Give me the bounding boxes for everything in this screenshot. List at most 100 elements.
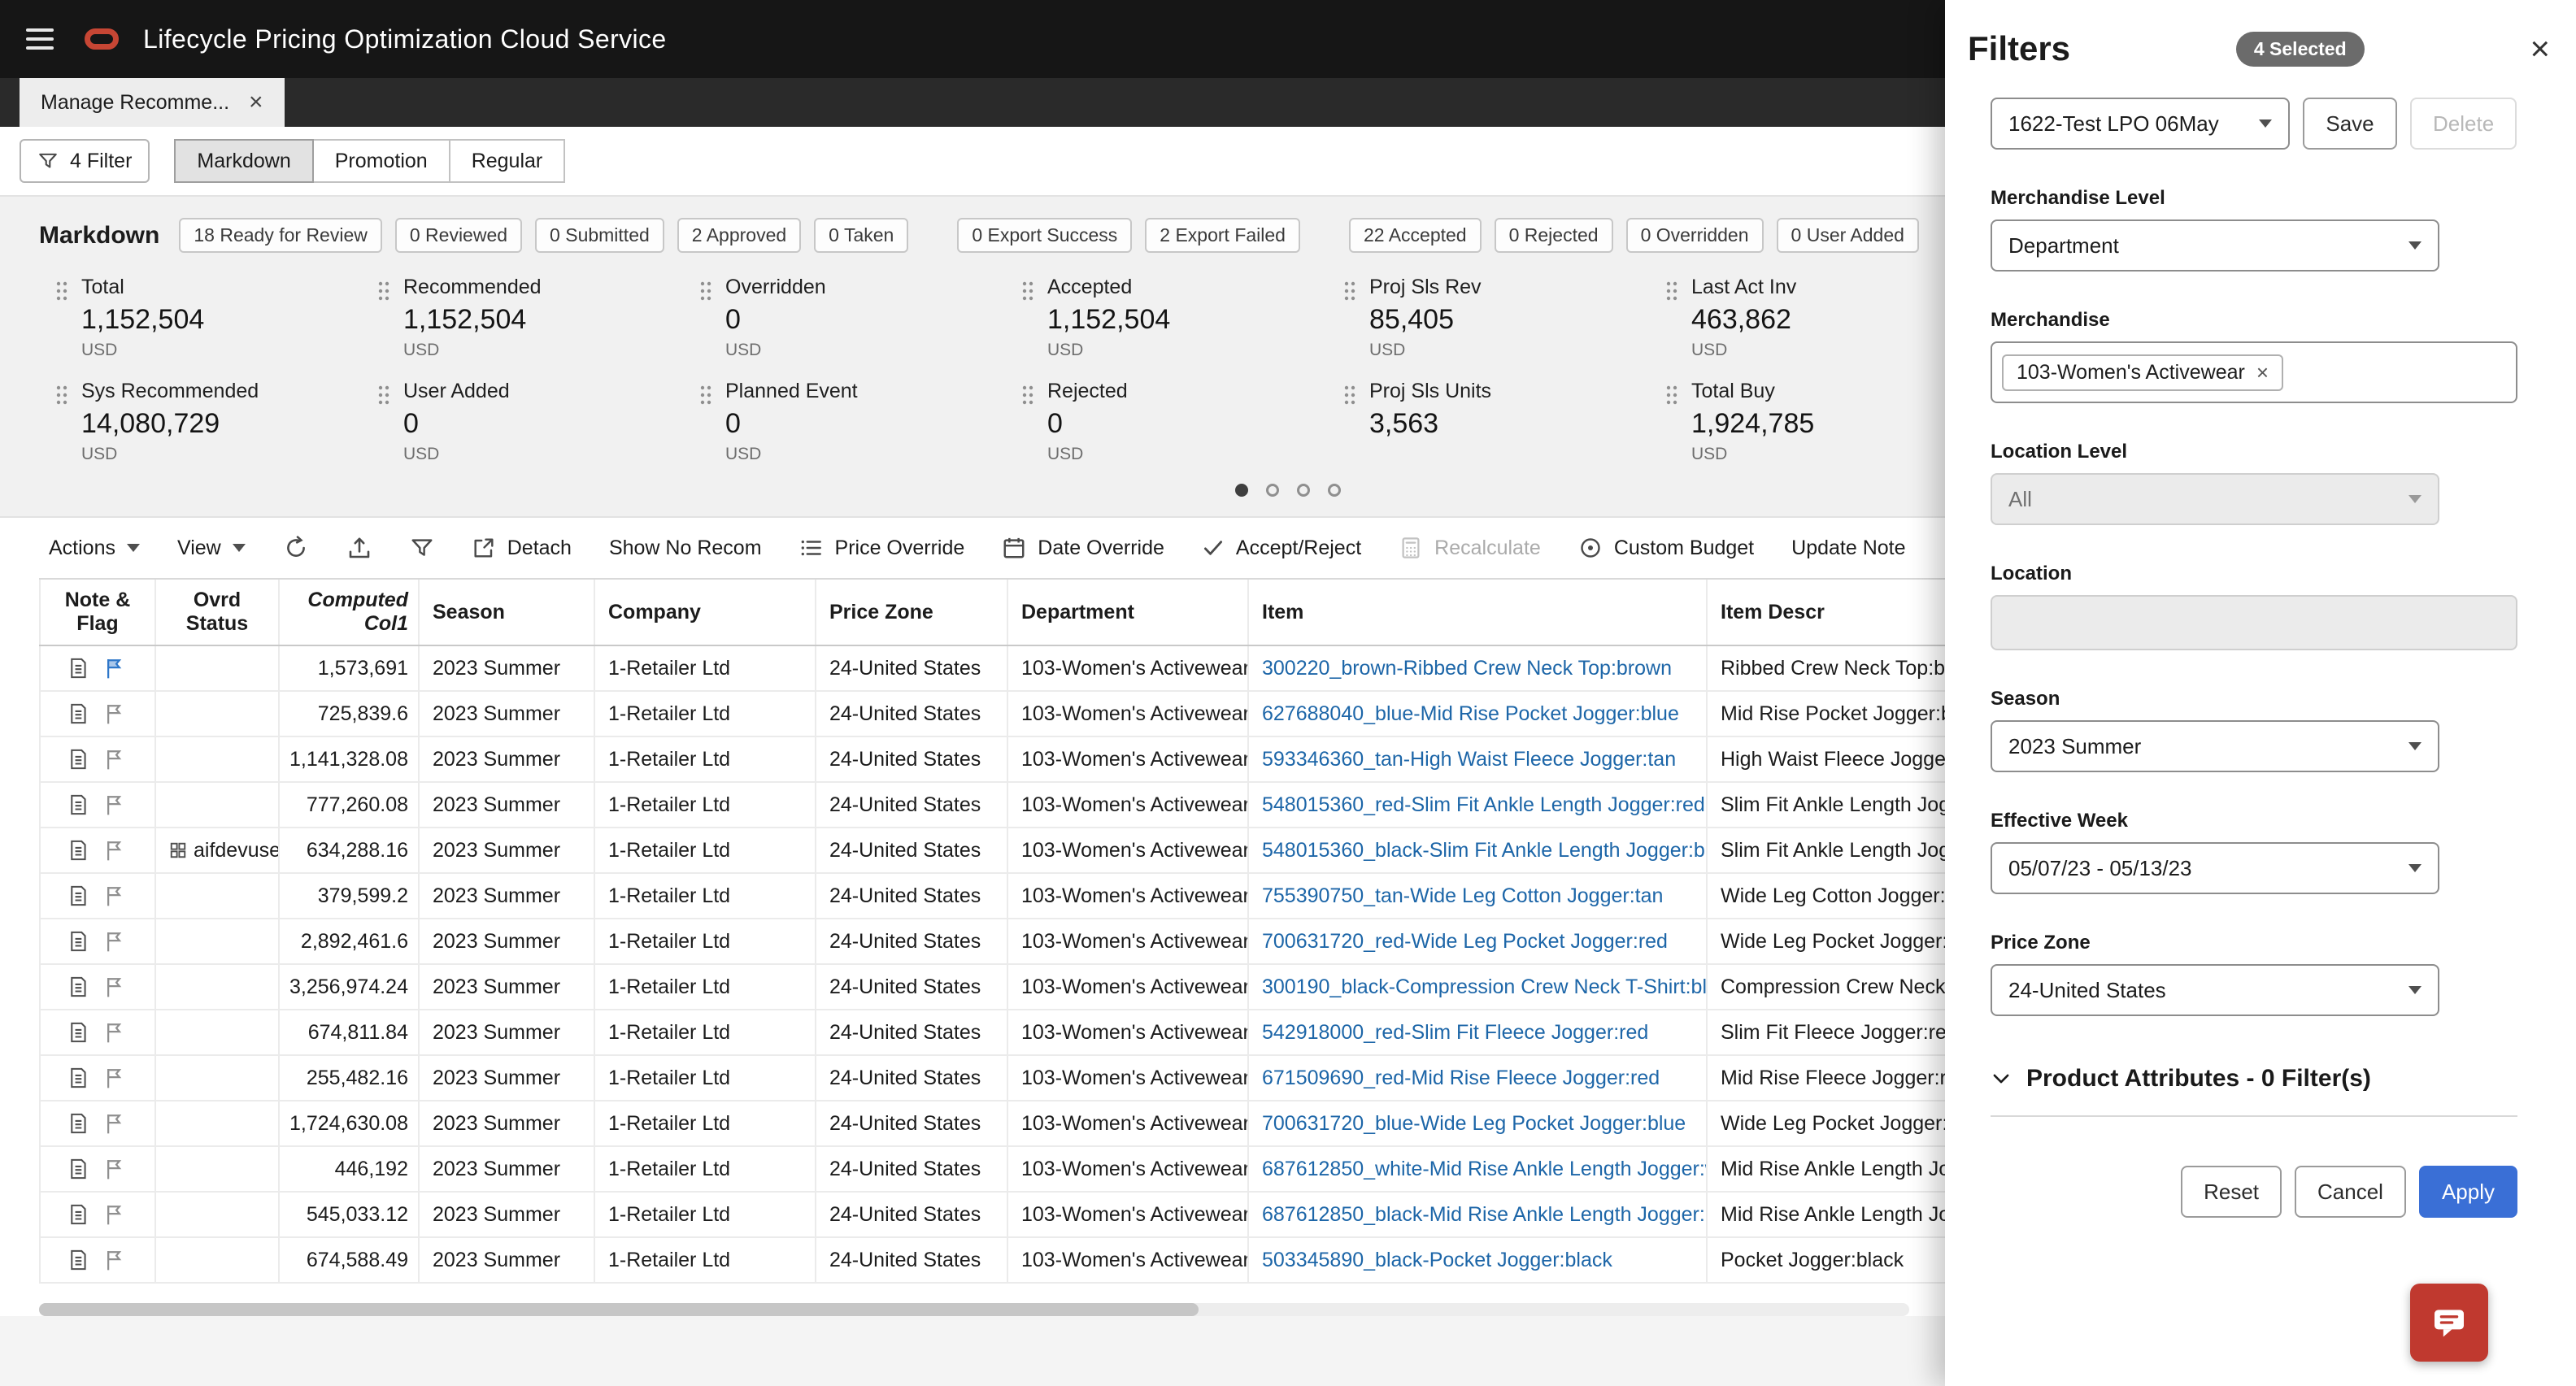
table-row[interactable]: 1,141,328.08 2023 Summer 1-Retailer Ltd … <box>39 737 2033 783</box>
item-link[interactable]: 755390750_tan-Wide Leg Cotton Jogger:tan <box>1262 884 1664 907</box>
item-link[interactable]: 300220_brown-Ribbed Crew Neck Top:brown <box>1262 656 1672 680</box>
table-row[interactable]: 379,599.2 2023 Summer 1-Retailer Ltd 24-… <box>39 874 2033 919</box>
effective-week-select[interactable]: 05/07/23 - 05/13/23 <box>1991 842 2439 894</box>
note-icon[interactable] <box>68 975 88 998</box>
product-attributes-toggle[interactable]: Product Attributes - 0 Filter(s) <box>1991 1065 2371 1093</box>
status-chip[interactable]: 0 User Added <box>1776 218 1919 253</box>
accept-reject-button[interactable]: Accept/Reject <box>1202 537 1361 560</box>
column-header-department[interactable]: Department <box>1008 580 1249 645</box>
status-chip[interactable]: 0 Taken <box>814 218 909 253</box>
flag-icon[interactable] <box>104 1021 124 1044</box>
note-icon[interactable] <box>68 1021 88 1044</box>
table-row[interactable]: 674,588.49 2023 Summer 1-Retailer Ltd 24… <box>39 1238 2033 1284</box>
table-row[interactable]: 1,573,691 2023 Summer 1-Retailer Ltd 24-… <box>39 646 2033 692</box>
item-link[interactable]: 700631720_red-Wide Leg Pocket Jogger:red <box>1262 929 1668 953</box>
note-icon[interactable] <box>68 839 88 862</box>
drag-handle-icon[interactable] <box>1021 279 1034 309</box>
table-row[interactable]: aifdevuser 634,288.16 2023 Summer 1-Reta… <box>39 828 2033 874</box>
merchandise-level-select[interactable]: Department <box>1991 219 2439 272</box>
save-filter-button[interactable]: Save <box>2303 98 2397 150</box>
export-button[interactable] <box>346 535 372 561</box>
drag-handle-icon[interactable] <box>699 383 712 413</box>
flag-icon[interactable] <box>104 748 124 771</box>
table-row[interactable]: 725,839.6 2023 Summer 1-Retailer Ltd 24-… <box>39 692 2033 737</box>
column-header-company[interactable]: Company <box>595 580 816 645</box>
tab-manage-recommendations[interactable]: Manage Recomme... × <box>20 78 285 127</box>
feedback-chat-button[interactable] <box>2410 1284 2488 1362</box>
note-icon[interactable] <box>68 930 88 953</box>
cancel-button[interactable]: Cancel <box>2295 1166 2406 1218</box>
status-chip[interactable]: 0 Reviewed <box>394 218 523 253</box>
close-icon[interactable]: × <box>2530 29 2550 67</box>
drag-handle-icon[interactable] <box>1343 383 1356 413</box>
flag-icon[interactable] <box>104 1249 124 1271</box>
table-row[interactable]: 255,482.16 2023 Summer 1-Retailer Ltd 24… <box>39 1056 2033 1101</box>
flag-icon[interactable] <box>104 930 124 953</box>
status-chip[interactable]: 2 Export Failed <box>1145 218 1300 253</box>
note-icon[interactable] <box>68 1158 88 1180</box>
drag-handle-icon[interactable] <box>1665 279 1678 309</box>
season-select[interactable]: 2023 Summer <box>1991 720 2439 772</box>
carousel-dot-2[interactable] <box>1266 484 1279 497</box>
reset-button[interactable]: Reset <box>2181 1166 2282 1218</box>
item-link[interactable]: 548015360_black-Slim Fit Ankle Length Jo… <box>1262 838 1708 862</box>
item-link[interactable]: 300190_black-Compression Crew Neck T-Shi… <box>1262 975 1708 998</box>
drag-handle-icon[interactable] <box>699 279 712 309</box>
mode-tab-regular[interactable]: Regular <box>448 139 566 183</box>
carousel-dot-1[interactable] <box>1235 484 1248 497</box>
item-link[interactable]: 548015360_red-Slim Fit Ankle Length Jogg… <box>1262 793 1705 816</box>
column-header-computed-col1[interactable]: Computed Col1 <box>280 580 420 645</box>
column-header-price-zone[interactable]: Price Zone <box>816 580 1008 645</box>
drag-handle-icon[interactable] <box>1021 383 1034 413</box>
delete-filter-button[interactable]: Delete <box>2410 98 2517 150</box>
table-row[interactable]: 777,260.08 2023 Summer 1-Retailer Ltd 24… <box>39 783 2033 828</box>
item-link[interactable]: 627688040_blue-Mid Rise Pocket Jogger:bl… <box>1262 702 1679 725</box>
status-chip[interactable]: 22 Accepted <box>1348 218 1482 253</box>
note-icon[interactable] <box>68 748 88 771</box>
item-link[interactable]: 687612850_white-Mid Rise Ankle Length Jo… <box>1262 1157 1708 1180</box>
detach-button[interactable]: Detach <box>472 536 572 560</box>
note-icon[interactable] <box>68 884 88 907</box>
mode-tab-promotion[interactable]: Promotion <box>311 139 450 183</box>
flag-icon[interactable] <box>104 1203 124 1226</box>
carousel-dot-4[interactable] <box>1328 484 1341 497</box>
item-link[interactable]: 593346360_tan-High Waist Fleece Jogger:t… <box>1262 747 1677 771</box>
item-link[interactable]: 542918000_red-Slim Fit Fleece Jogger:red <box>1262 1020 1649 1044</box>
filter-toggle-button[interactable] <box>410 536 434 560</box>
view-menu-button[interactable]: View <box>177 537 246 560</box>
table-row[interactable]: 545,033.12 2023 Summer 1-Retailer Ltd 24… <box>39 1193 2033 1238</box>
table-row[interactable]: 3,256,974.24 2023 Summer 1-Retailer Ltd … <box>39 965 2033 1010</box>
note-icon[interactable] <box>68 793 88 816</box>
status-chip[interactable]: 2 Approved <box>677 218 802 253</box>
drag-handle-icon[interactable] <box>1343 279 1356 309</box>
hamburger-menu-icon[interactable] <box>26 28 54 50</box>
item-link[interactable]: 687612850_black-Mid Rise Ankle Length Jo… <box>1262 1202 1708 1226</box>
column-header-item[interactable]: Item <box>1249 580 1708 645</box>
filter-count-button[interactable]: 4 Filter <box>20 139 150 183</box>
price-override-button[interactable]: Price Override <box>799 536 964 560</box>
table-row[interactable]: 2,892,461.6 2023 Summer 1-Retailer Ltd 2… <box>39 919 2033 965</box>
flag-icon[interactable] <box>104 975 124 998</box>
note-icon[interactable] <box>68 1112 88 1135</box>
price-zone-select[interactable]: 24-United States <box>1991 964 2439 1016</box>
status-chip[interactable]: 0 Export Success <box>957 218 1133 253</box>
drag-handle-icon[interactable] <box>377 383 390 413</box>
show-no-recom-button[interactable]: Show No Recom <box>609 537 762 560</box>
remove-chip-icon[interactable]: × <box>2256 360 2269 385</box>
column-header-note-flag[interactable]: Note & Flag <box>39 580 156 645</box>
drag-handle-icon[interactable] <box>1665 383 1678 413</box>
drag-handle-icon[interactable] <box>377 279 390 309</box>
flag-icon[interactable] <box>104 1067 124 1089</box>
note-icon[interactable] <box>68 1067 88 1089</box>
merchandise-input[interactable]: 103-Women's Activewear × <box>1991 341 2517 403</box>
custom-budget-button[interactable]: Custom Budget <box>1578 536 1754 560</box>
horizontal-scrollbar[interactable] <box>39 1303 1909 1316</box>
item-link[interactable]: 671509690_red-Mid Rise Fleece Jogger:red <box>1262 1066 1660 1089</box>
status-chip[interactable]: 18 Ready for Review <box>179 218 382 253</box>
scrollbar-thumb[interactable] <box>39 1303 1199 1316</box>
flag-icon[interactable] <box>104 702 124 725</box>
carousel-dot-3[interactable] <box>1297 484 1310 497</box>
note-icon[interactable] <box>68 1249 88 1271</box>
status-chip[interactable]: 0 Overridden <box>1625 218 1764 253</box>
table-row[interactable]: 1,724,630.08 2023 Summer 1-Retailer Ltd … <box>39 1101 2033 1147</box>
